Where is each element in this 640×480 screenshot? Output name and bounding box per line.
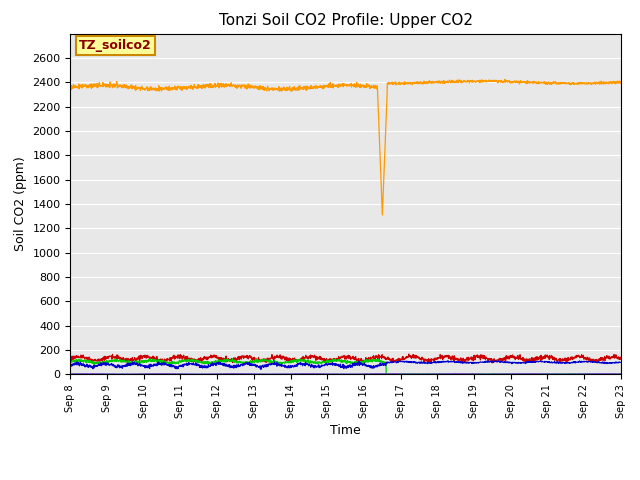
X-axis label: Time: Time	[330, 424, 361, 437]
Y-axis label: Soil CO2 (ppm): Soil CO2 (ppm)	[14, 156, 27, 252]
Text: TZ_soilco2: TZ_soilco2	[79, 39, 152, 52]
Title: Tonzi Soil CO2 Profile: Upper CO2: Tonzi Soil CO2 Profile: Upper CO2	[219, 13, 472, 28]
